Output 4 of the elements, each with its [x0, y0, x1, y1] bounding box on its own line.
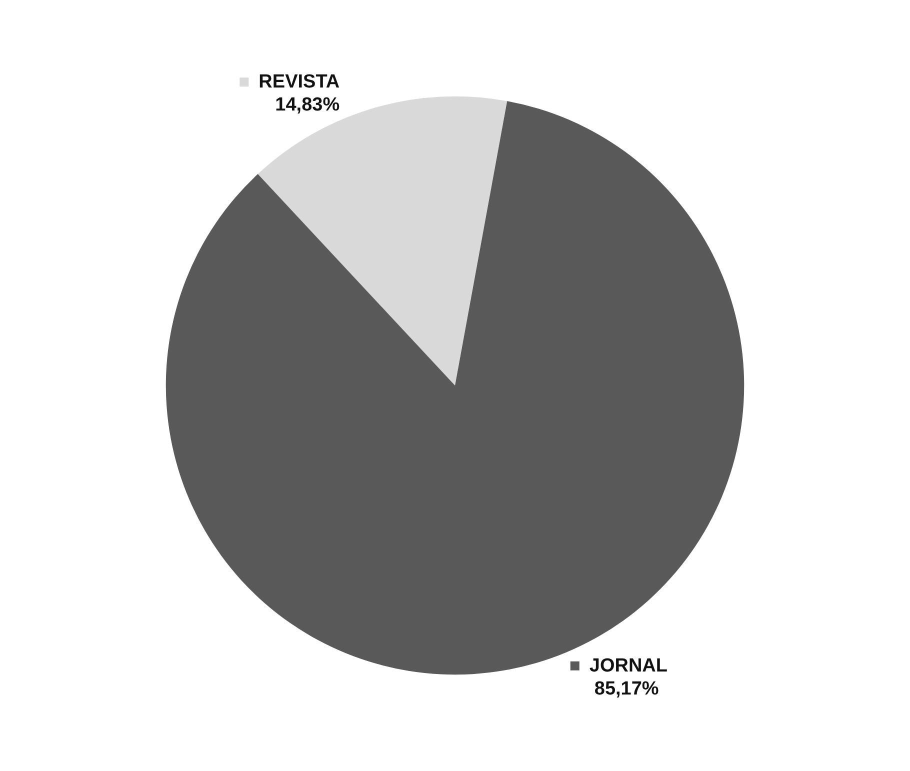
legend-label: JORNAL — [589, 655, 668, 676]
data-label: 14,83% — [275, 94, 340, 116]
legend-label: REVISTA — [258, 72, 340, 93]
data-label: 85,17% — [594, 678, 659, 700]
